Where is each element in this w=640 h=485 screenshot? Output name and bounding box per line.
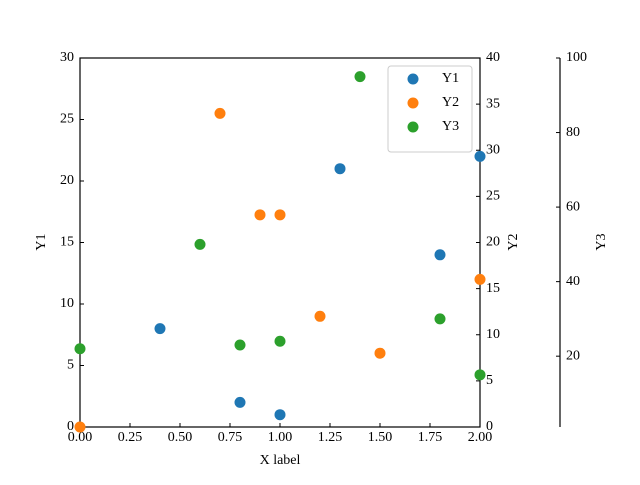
x-tick-label: 0.25 [118,430,143,445]
legend-marker [407,73,419,85]
point [254,209,266,221]
y2-tick-label: 35 [486,96,500,111]
y-axis-label: Y1 [34,233,49,250]
point [274,209,286,221]
x-tick-label: 2.00 [468,430,493,445]
x-tick-label: 0.00 [68,430,93,445]
x-tick-label: 0.75 [218,430,243,445]
y2-tick-label: 0 [486,419,493,434]
x-tick-label: 0.50 [168,430,193,445]
y2-tick-label: 25 [486,189,500,204]
y2-tick-label: 20 [486,235,500,250]
point [194,238,206,250]
y2-tick-label: 10 [486,327,500,342]
point [474,150,486,162]
point [274,409,286,421]
y2-axis-label: Y2 [506,233,521,250]
point [154,323,166,335]
y-tick-label: 10 [60,296,74,311]
y-tick-label: 25 [60,112,74,127]
point [474,273,486,285]
y-tick-label: 30 [60,50,74,65]
y3-tick-label: 40 [566,274,580,289]
y2-tick-label: 40 [486,50,500,65]
point [234,396,246,408]
legend-label: Y2 [442,95,459,110]
y3-tick-label: 20 [566,348,580,363]
y2-tick-label: 30 [486,142,500,157]
point [334,163,346,175]
point [434,249,446,261]
legend-box [387,65,473,153]
x-tick-label: 1.50 [368,430,393,445]
point [274,335,286,347]
plot-frame [79,57,481,428]
x-tick-label: 1.25 [318,430,343,445]
y-tick-label: 20 [60,173,74,188]
legend-label: Y3 [442,119,459,134]
legend-label: Y1 [442,71,459,86]
legend-marker [407,121,419,133]
point [214,107,226,119]
y3-tick-label: 100 [566,50,587,65]
y-tick-label: 5 [67,358,74,373]
point [74,421,86,433]
x-tick-label: 1.00 [268,430,293,445]
point [374,347,386,359]
y3-axis-label: Y3 [594,233,609,250]
y-tick-label: 0 [67,419,74,434]
y3-tick-label: 80 [566,125,580,140]
point [354,71,366,83]
point [474,369,486,381]
y2-tick-label: 5 [486,373,493,388]
point [314,310,326,322]
point [74,343,86,355]
y3-tick-label: 60 [566,199,580,214]
y2-tick-label: 15 [486,281,500,296]
x-axis-label: X label [260,453,301,468]
x-tick-label: 1.75 [418,430,443,445]
legend-marker [407,97,419,109]
y-tick-label: 15 [60,235,74,250]
point [434,313,446,325]
point [234,339,246,351]
